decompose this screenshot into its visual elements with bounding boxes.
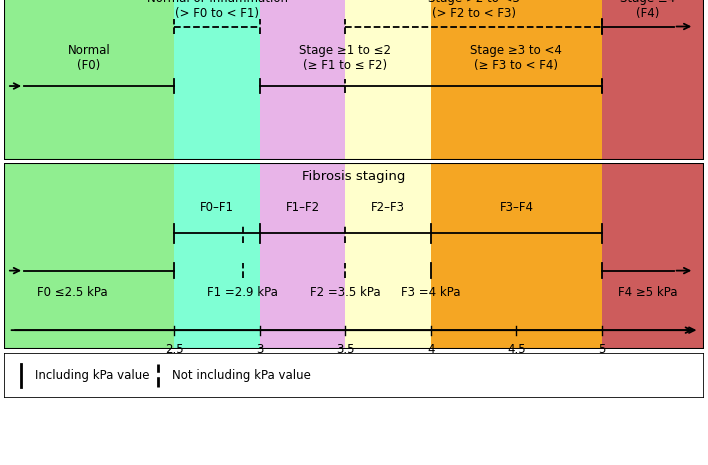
Bar — [346, 0, 431, 160]
Text: 5: 5 — [598, 343, 605, 356]
Text: F1–F2: F1–F2 — [285, 201, 320, 214]
Bar — [4, 0, 174, 160]
Bar — [4, 163, 174, 349]
Text: 4.5: 4.5 — [507, 343, 526, 356]
Text: Not including kPa value: Not including kPa value — [172, 369, 311, 382]
Text: F4 ≥5 kPa: F4 ≥5 kPa — [618, 286, 678, 299]
Text: F2–F3: F2–F3 — [371, 201, 405, 214]
Bar — [602, 163, 704, 349]
Text: F3 =4 kPa: F3 =4 kPa — [401, 286, 461, 299]
Bar — [602, 0, 704, 160]
Text: Stage ≥1 to ≤2
(≥ F1 to ≤ F2): Stage ≥1 to ≤2 (≥ F1 to ≤ F2) — [299, 44, 392, 72]
Text: F3–F4: F3–F4 — [499, 201, 533, 214]
Text: Stage ≥3 to <4
(≥ F3 to < F4): Stage ≥3 to <4 (≥ F3 to < F4) — [471, 44, 562, 72]
Bar — [431, 0, 602, 160]
Text: F1 =2.9 kPa: F1 =2.9 kPa — [207, 286, 278, 299]
Bar — [174, 163, 260, 349]
Text: F2 =3.5 kPa: F2 =3.5 kPa — [310, 286, 381, 299]
Text: F0–F1: F0–F1 — [200, 201, 234, 214]
Text: 3: 3 — [256, 343, 263, 356]
Bar — [346, 163, 431, 349]
Text: Stage >2 to <3
(> F2 to < F3): Stage >2 to <3 (> F2 to < F3) — [428, 0, 520, 20]
Text: Fibrosis staging: Fibrosis staging — [302, 170, 406, 183]
Text: Normal or inflammation
(> F0 to < F1): Normal or inflammation (> F0 to < F1) — [147, 0, 287, 20]
Bar — [260, 0, 346, 160]
Text: F0 ≤2.5 kPa: F0 ≤2.5 kPa — [37, 286, 107, 299]
Text: 2.5: 2.5 — [165, 343, 184, 356]
Text: Including kPa value: Including kPa value — [35, 369, 149, 382]
Text: 4: 4 — [427, 343, 435, 356]
Text: 3.5: 3.5 — [336, 343, 355, 356]
Bar — [174, 0, 260, 160]
Bar — [260, 163, 346, 349]
Text: Stage ≥4
(F4): Stage ≥4 (F4) — [620, 0, 675, 20]
Text: Normal
(F0): Normal (F0) — [68, 44, 110, 72]
Bar — [431, 163, 602, 349]
